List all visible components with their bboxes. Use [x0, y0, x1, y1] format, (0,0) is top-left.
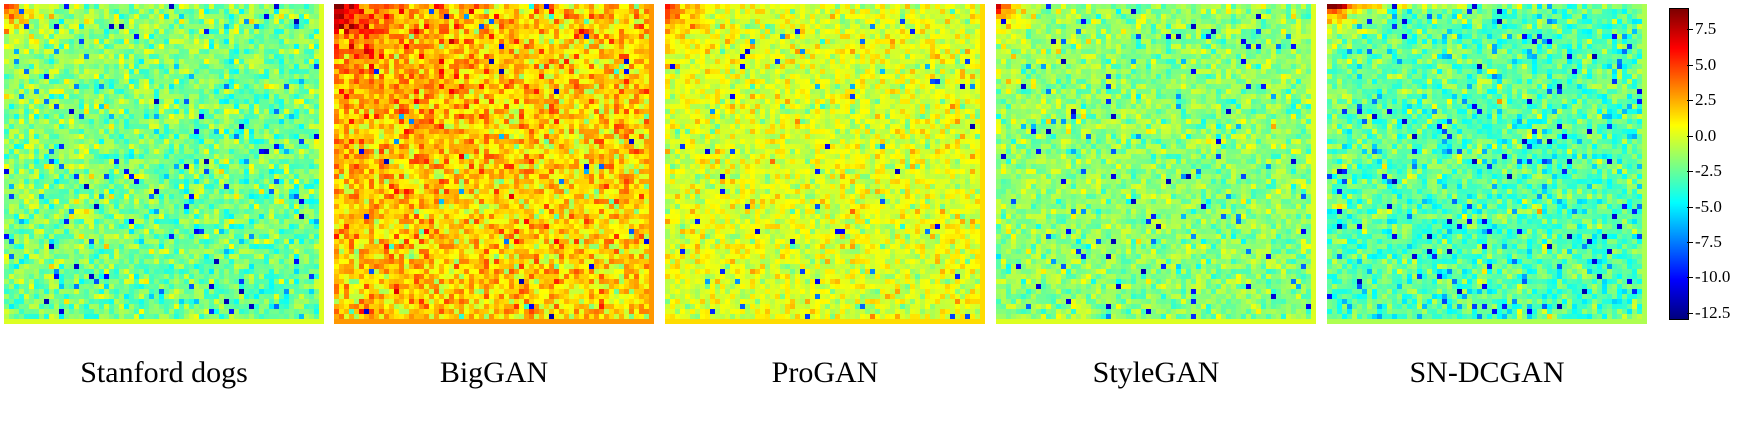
- heatmap-panel-stanford-dogs: [4, 4, 324, 324]
- heatmap-canvas-progan: [665, 4, 985, 324]
- heatmap-panel-biggan: [334, 4, 654, 324]
- heatmap-panel-sn-dcgan: [1327, 4, 1647, 324]
- colorbar-tick-mark: [1687, 242, 1693, 243]
- colorbar-tick-mark: [1687, 29, 1693, 30]
- heatmap-panel-progan: [665, 4, 985, 324]
- colorbar-tick-mark: [1687, 65, 1693, 66]
- colorbar: [1669, 8, 1689, 320]
- colorbar-tick-mark: [1687, 207, 1693, 208]
- heatmap-panel-stylegan: [996, 4, 1316, 324]
- colorbar-tick-label: 0.0: [1695, 126, 1717, 145]
- colorbar-tick-label: 7.5: [1695, 19, 1717, 38]
- colorbar-tick-label: -12.5: [1695, 303, 1731, 322]
- colorbar-tick-label: 2.5: [1695, 90, 1717, 109]
- caption-stylegan: StyleGAN: [1092, 356, 1220, 389]
- colorbar-gradient: [1670, 9, 1688, 319]
- colorbar-tick-label: -2.5: [1695, 161, 1722, 180]
- colorbar-tick-mark: [1687, 100, 1693, 101]
- heatmap-canvas-stanford-dogs: [4, 4, 324, 324]
- colorbar-tick-mark: [1687, 136, 1693, 137]
- heatmap-canvas-biggan: [334, 4, 654, 324]
- caption-biggan: BigGAN: [439, 356, 549, 389]
- colorbar-tick-label: 5.0: [1695, 55, 1717, 74]
- heatmap-canvas-sn-dcgan: [1327, 4, 1647, 324]
- colorbar-tick-mark: [1687, 171, 1693, 172]
- colorbar-tick-label: -10.0: [1695, 267, 1731, 286]
- colorbar-tick-mark: [1687, 313, 1693, 314]
- colorbar-tick-label: -7.5: [1695, 232, 1722, 251]
- colorbar-tick-label: -5.0: [1695, 197, 1722, 216]
- caption-progan: ProGAN: [771, 356, 879, 389]
- heatmap-canvas-stylegan: [996, 4, 1316, 324]
- colorbar-tick-mark: [1687, 277, 1693, 278]
- caption-sn-dcgan: SN-DCGAN: [1409, 356, 1565, 389]
- caption-stanford-dogs: Stanford dogs: [80, 356, 248, 389]
